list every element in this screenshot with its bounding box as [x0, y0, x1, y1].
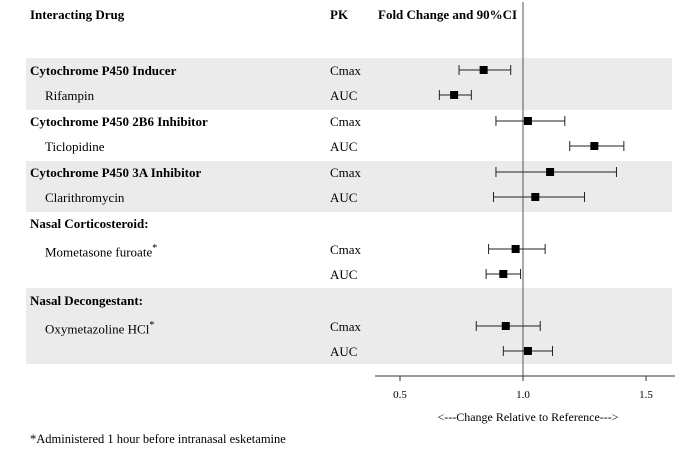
- asterisk-mark: *: [149, 320, 155, 331]
- pk-label: Cmax: [330, 165, 362, 180]
- x-axis-label: <---Change Relative to Reference--->: [437, 410, 618, 424]
- drug-label-oxymetazoline: Oxymetazoline HCl*: [45, 318, 154, 337]
- point-estimate: [501, 322, 510, 330]
- row-band-inducer: [26, 58, 672, 110]
- drug-name: Mometasone furoate: [45, 244, 153, 260]
- drug-label-ticlopidine: Ticlopidine: [45, 139, 105, 154]
- x-tick-label: 1.5: [639, 389, 653, 401]
- point-estimate: [590, 142, 599, 150]
- pk-label: AUC: [330, 139, 358, 154]
- point-estimate: [499, 270, 508, 278]
- point-estimate: [531, 193, 540, 201]
- drug-label-mometasone: Mometasone furoate*: [45, 241, 157, 260]
- drug-label-rifampin: Rifampin: [45, 88, 95, 103]
- x-tick-label: 0.5: [393, 389, 407, 401]
- group-label-corticosteroid: Nasal Corticosteroid:: [30, 216, 149, 231]
- pk-label: Cmax: [330, 114, 362, 129]
- point-estimate: [479, 66, 488, 74]
- pk-label: AUC: [330, 190, 358, 205]
- footnote: *Administered 1 hour before intranasal e…: [30, 432, 286, 446]
- drug-label-clarithromycin: Clarithromycin: [45, 190, 125, 205]
- group-label-2b6-inhibitor: Cytochrome P450 2B6 Inhibitor: [30, 114, 208, 129]
- pk-label: AUC: [330, 344, 358, 359]
- point-estimate: [511, 245, 520, 253]
- row-band-decongestant: [26, 288, 672, 364]
- header-pk: PK: [330, 7, 349, 22]
- point-estimate: [450, 91, 459, 99]
- pk-label: Cmax: [330, 319, 362, 334]
- group-label-inducer: Cytochrome P450 Inducer: [30, 63, 177, 78]
- pk-label: Cmax: [330, 242, 362, 257]
- asterisk-mark: *: [152, 243, 158, 254]
- x-tick-label: 1.0: [516, 389, 530, 401]
- header-fold-change: Fold Change and 90%CI: [378, 7, 518, 22]
- row-band-3a-inhibitor: [26, 161, 672, 212]
- header-interacting-drug: Interacting Drug: [30, 7, 125, 22]
- point-estimate: [523, 117, 532, 125]
- group-label-decongestant: Nasal Decongestant:: [30, 293, 144, 308]
- point-estimate: [546, 168, 555, 176]
- drug-name: Oxymetazoline HCl: [45, 321, 150, 337]
- group-label-3a-inhibitor: Cytochrome P450 3A Inhibitor: [30, 165, 202, 180]
- pk-label: Cmax: [330, 63, 362, 78]
- pk-label: AUC: [330, 267, 358, 282]
- point-estimate: [523, 347, 532, 355]
- pk-label: AUC: [330, 88, 358, 103]
